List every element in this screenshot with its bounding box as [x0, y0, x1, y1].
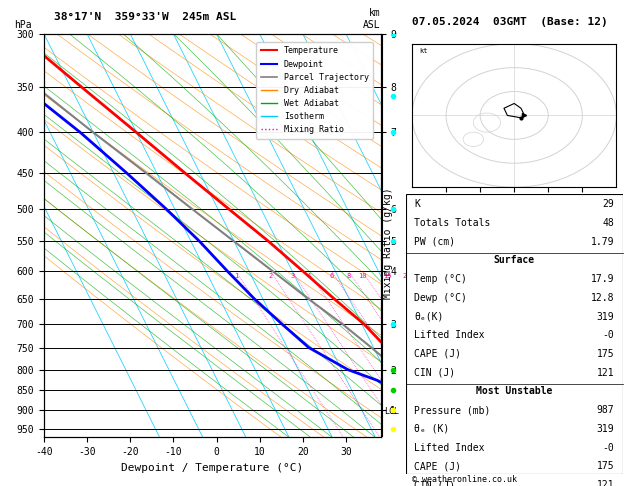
Text: -0: -0 — [603, 330, 614, 340]
Text: 38°17'N  359°33'W  245m ASL: 38°17'N 359°33'W 245m ASL — [54, 12, 237, 22]
X-axis label: Dewpoint / Temperature (°C): Dewpoint / Temperature (°C) — [121, 463, 303, 473]
Text: 12.8: 12.8 — [591, 293, 614, 303]
Text: CIN (J): CIN (J) — [415, 368, 455, 378]
Text: CAPE (J): CAPE (J) — [415, 461, 462, 471]
Text: 17.9: 17.9 — [591, 274, 614, 284]
Text: CAPE (J): CAPE (J) — [415, 349, 462, 359]
Text: Surface: Surface — [494, 255, 535, 265]
Text: 8: 8 — [347, 273, 351, 279]
Text: © weatheronline.co.uk: © weatheronline.co.uk — [412, 474, 517, 484]
Text: PW (cm): PW (cm) — [415, 237, 455, 246]
Text: Most Unstable: Most Unstable — [476, 386, 552, 397]
Text: 987: 987 — [596, 405, 614, 415]
Text: 25: 25 — [417, 273, 425, 279]
Text: θₑ (K): θₑ (K) — [415, 424, 450, 434]
Text: km
ASL: km ASL — [363, 8, 381, 30]
Text: 3: 3 — [291, 273, 294, 279]
Text: 48: 48 — [603, 218, 614, 228]
Text: 1: 1 — [234, 273, 238, 279]
Text: Temp (°C): Temp (°C) — [415, 274, 467, 284]
Text: 121: 121 — [596, 480, 614, 486]
Text: 6: 6 — [330, 273, 333, 279]
Text: 07.05.2024  03GMT  (Base: 12): 07.05.2024 03GMT (Base: 12) — [412, 17, 608, 27]
Text: 175: 175 — [596, 461, 614, 471]
Text: Pressure (mb): Pressure (mb) — [415, 405, 491, 415]
Text: Mixing Ratio (g/kg): Mixing Ratio (g/kg) — [383, 187, 393, 299]
Text: 1.79: 1.79 — [591, 237, 614, 246]
Text: CIN (J): CIN (J) — [415, 480, 455, 486]
Text: 2: 2 — [269, 273, 273, 279]
Text: kt: kt — [419, 48, 427, 54]
Text: 319: 319 — [596, 424, 614, 434]
Text: Totals Totals: Totals Totals — [415, 218, 491, 228]
Legend: Temperature, Dewpoint, Parcel Trajectory, Dry Adiabat, Wet Adiabat, Isotherm, Mi: Temperature, Dewpoint, Parcel Trajectory… — [257, 42, 373, 139]
Text: K: K — [415, 199, 420, 209]
Text: 15: 15 — [384, 273, 392, 279]
Text: 121: 121 — [596, 368, 614, 378]
Text: Lifted Index: Lifted Index — [415, 330, 485, 340]
Text: 29: 29 — [603, 199, 614, 209]
Text: hPa: hPa — [14, 20, 31, 30]
Text: Dewp (°C): Dewp (°C) — [415, 293, 467, 303]
Text: θₑ(K): θₑ(K) — [415, 312, 444, 322]
Text: 4: 4 — [306, 273, 311, 279]
Text: -0: -0 — [603, 443, 614, 452]
Text: Lifted Index: Lifted Index — [415, 443, 485, 452]
Text: 175: 175 — [596, 349, 614, 359]
Text: LCL: LCL — [384, 407, 399, 417]
Text: 10: 10 — [358, 273, 367, 279]
Text: 319: 319 — [596, 312, 614, 322]
Text: 20: 20 — [402, 273, 411, 279]
